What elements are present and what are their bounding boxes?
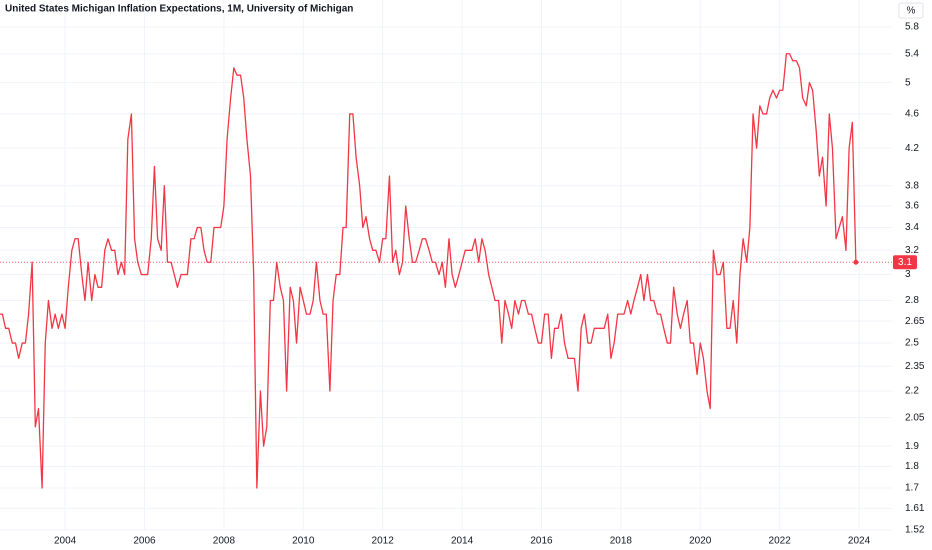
x-tick-label: 2004	[54, 536, 77, 547]
plot	[0, 53, 892, 489]
y-tick-label: 1.61	[905, 503, 925, 514]
x-tick-label: 2024	[848, 536, 871, 547]
y-tick-label: 2.2	[905, 386, 919, 397]
y-tick-label: 2.65	[905, 316, 925, 327]
y-tick-label: 5.4	[905, 48, 919, 59]
y-tick-label: 1.7	[905, 483, 919, 494]
y-tick-label: 3	[905, 269, 911, 280]
x-tick-label: 2016	[530, 536, 553, 547]
last-value-box	[893, 255, 917, 270]
x-tick-label: 2022	[769, 536, 792, 547]
x-tick-label: 2008	[213, 536, 236, 547]
y-tick-label: 2.8	[905, 295, 919, 306]
y-tick-label: 5.8	[905, 22, 919, 33]
y-tick-label: 4.2	[905, 143, 919, 154]
unit-label: %	[907, 6, 916, 17]
y-tick-label: 2.05	[905, 412, 925, 423]
x-tick-label: 2010	[292, 536, 315, 547]
x-tick-label: 2012	[372, 536, 395, 547]
x-tick-label: 2018	[610, 536, 633, 547]
last-point	[853, 259, 859, 265]
y-tick-label: 3.2	[905, 245, 919, 256]
y-tick-label: 1.8	[905, 461, 919, 472]
y-tick-label: 3.8	[905, 180, 919, 191]
line-series	[0, 53, 857, 489]
x-tick-label: 2020	[689, 536, 712, 547]
y-tick-label: 2.35	[905, 361, 925, 372]
x-tick-label: 2014	[451, 536, 474, 547]
y-tick-label: 3.4	[905, 222, 919, 233]
last-value-label: 3.1	[898, 257, 912, 268]
y-tick-label: 3.6	[905, 201, 919, 212]
y-tick-label: 5	[905, 77, 911, 88]
chart-title: United States Michigan Inflation Expecta…	[5, 4, 353, 15]
y-tick-label: 4.6	[905, 109, 919, 120]
y-tick-label: 1.52	[905, 525, 925, 536]
unit-box	[898, 2, 924, 19]
y-tick-label: 2.5	[905, 338, 919, 349]
y-tick-label: 1.9	[905, 441, 919, 452]
grid	[0, 0, 892, 531]
x-tick-label: 2006	[133, 536, 156, 547]
